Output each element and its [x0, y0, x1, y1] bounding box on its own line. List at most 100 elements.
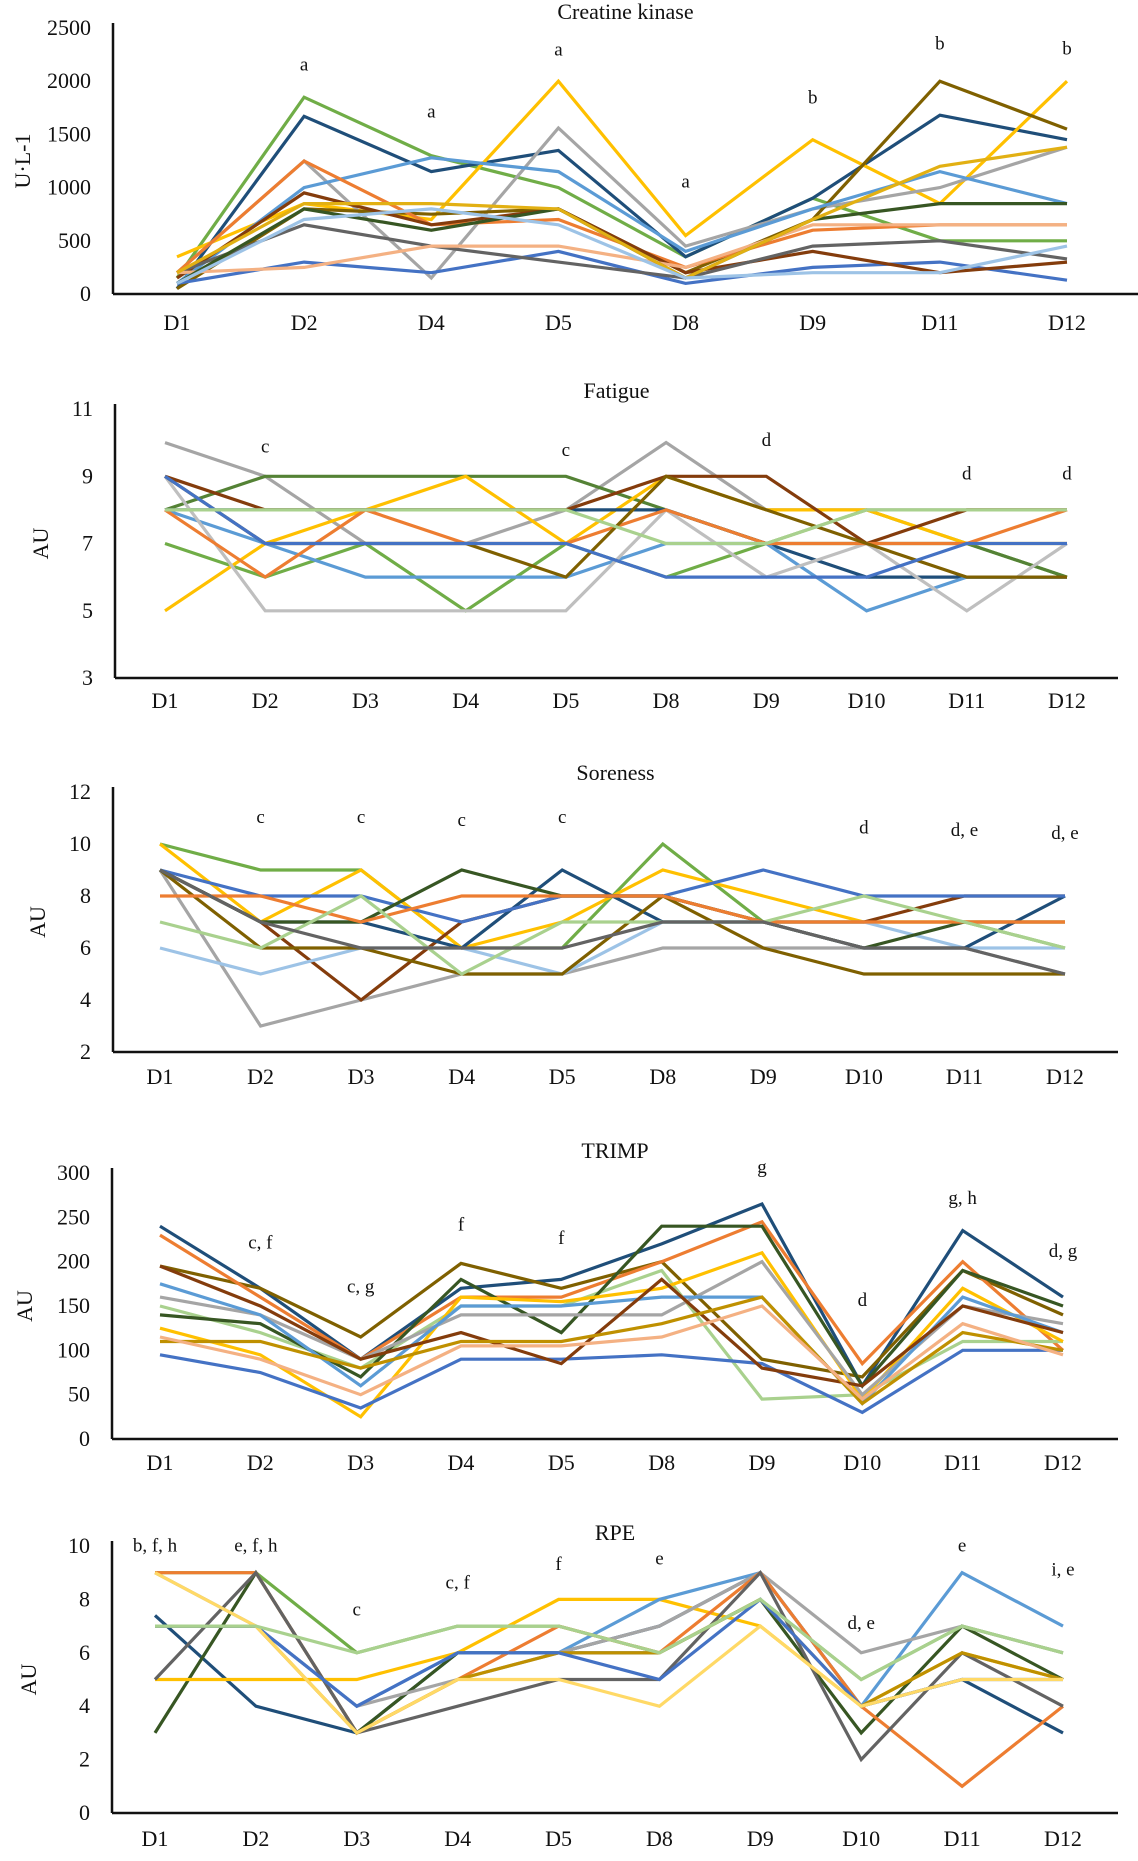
- series-line-9: [159, 1348, 1063, 1415]
- x-tick-label: D9: [749, 1450, 776, 1475]
- y-tick-label: 1000: [47, 175, 91, 200]
- x-tick-label: D4: [448, 1064, 475, 1089]
- significance-annotation: c, f: [446, 1573, 471, 1594]
- x-tick-label: D1: [147, 1450, 174, 1475]
- x-tick-label: D11: [921, 310, 958, 335]
- x-tick-label: D8: [672, 310, 699, 335]
- chart-panel-trimp: TRIMP AU 0 50 100 150 200 250 300 D1 D2 D3 D4 D5 D8 D9 D…: [12, 1138, 1118, 1475]
- x-tick-label: D3: [348, 1064, 375, 1089]
- y-tick-label: 200: [57, 1249, 90, 1274]
- significance-annotation: d, e: [1051, 823, 1078, 844]
- y-tick-label: 9: [82, 463, 93, 488]
- series-line-11: [176, 223, 1067, 275]
- x-tick-label: D1: [147, 1064, 174, 1089]
- y-tick-label: 2: [79, 1747, 90, 1772]
- chart-title: Fatigue: [584, 378, 650, 403]
- significance-annotation: d: [858, 1290, 868, 1311]
- significance-annotation: g, h: [948, 1188, 977, 1209]
- series-line-3: [176, 78, 1069, 259]
- significance-annotation: a: [427, 101, 436, 122]
- series-line-11: [154, 1571, 1063, 1735]
- y-tick-label: 12: [69, 779, 91, 804]
- x-tick-label: D9: [747, 1826, 774, 1851]
- significance-annotation: c: [261, 437, 269, 458]
- significance-annotation: d, e: [848, 1613, 875, 1634]
- chart-panel-soreness: Soreness AU 2 4 6 8 10 12 D1 D2 D3 D4 D5 D8 D9 D10 D11 D1…: [25, 760, 1118, 1089]
- y-tick-label: 10: [68, 1533, 90, 1558]
- y-tick-label: 6: [80, 935, 91, 960]
- y-axis-label: AU: [25, 906, 50, 938]
- x-tick-label: D5: [545, 1826, 572, 1851]
- x-tick-label: D12: [1048, 688, 1086, 713]
- significance-annotation: b: [1062, 39, 1072, 60]
- x-tick-label: D10: [842, 1826, 880, 1851]
- significance-annotation: c: [357, 807, 365, 828]
- x-tick-label: D10: [845, 1064, 883, 1089]
- y-axis-label: AU: [28, 528, 53, 560]
- significance-annotation: e, f, h: [234, 1535, 278, 1556]
- y-tick-label: 7: [82, 531, 93, 556]
- significance-annotation: e: [958, 1535, 966, 1556]
- series-line-10: [176, 223, 1068, 280]
- significance-annotation: g: [757, 1157, 767, 1178]
- series-line-2: [175, 113, 1068, 290]
- x-tick-label: D2: [247, 1450, 274, 1475]
- chart-title: TRIMP: [581, 1138, 648, 1163]
- series-line-10: [160, 894, 1065, 924]
- y-tick-label: 3: [82, 665, 93, 690]
- y-tick-label: 5: [82, 598, 93, 623]
- significance-annotation: i, e: [1051, 1559, 1074, 1580]
- x-tick-label: D1: [152, 688, 179, 713]
- x-tick-label: D5: [548, 1450, 575, 1475]
- chart-panel-rpe: RPE AU 0 2 4 6 8 10 D1 D2 D3 D4 D5 D8 D9 D10 D11 D12 b, f,…: [16, 1520, 1118, 1851]
- series-line-4: [175, 125, 1068, 281]
- series-line-12: [155, 1597, 1064, 1682]
- series-line-11: [159, 894, 1066, 976]
- y-tick-label: 10: [69, 831, 91, 856]
- x-tick-label: D9: [750, 1064, 777, 1089]
- significance-annotation: c: [457, 810, 465, 831]
- y-tick-label: 4: [79, 1693, 90, 1718]
- y-tick-label: 0: [79, 1800, 90, 1825]
- x-tick-label: D10: [848, 688, 886, 713]
- x-tick-label: D3: [347, 1450, 374, 1475]
- y-tick-label: 100: [57, 1337, 90, 1362]
- y-tick-label: 500: [58, 228, 91, 253]
- y-axis-label: AU: [16, 1664, 41, 1696]
- x-tick-label: D1: [142, 1826, 169, 1851]
- x-tick-label: D2: [247, 1064, 274, 1089]
- y-tick-label: 11: [72, 396, 93, 421]
- x-tick-label: D8: [653, 688, 680, 713]
- significance-annotation: d, g: [1049, 1241, 1078, 1262]
- significance-annotation: c: [558, 807, 566, 828]
- y-axis-label: AU: [12, 1290, 37, 1322]
- x-tick-label: D10: [843, 1450, 881, 1475]
- y-tick-label: 2000: [47, 68, 91, 93]
- x-tick-label: D3: [343, 1826, 370, 1851]
- series-line-10: [159, 1264, 1064, 1388]
- significance-annotation: c, g: [347, 1277, 375, 1298]
- y-tick-label: 6: [79, 1640, 90, 1665]
- series-line-1: [159, 1201, 1064, 1389]
- x-tick-label: D8: [648, 1450, 675, 1475]
- x-tick-label: D1: [164, 310, 191, 335]
- x-tick-label: D2: [252, 688, 279, 713]
- x-tick-label: D4: [452, 688, 479, 713]
- y-tick-label: 150: [57, 1293, 90, 1318]
- y-tick-label: 4: [80, 987, 91, 1012]
- significance-annotation: c: [562, 440, 570, 461]
- series-line-11: [160, 1295, 1064, 1406]
- series-line-12: [159, 868, 1066, 976]
- y-tick-label: 0: [79, 1426, 90, 1451]
- significance-annotation: d: [859, 818, 869, 839]
- y-tick-label: 300: [57, 1160, 90, 1185]
- x-tick-label: D4: [444, 1826, 471, 1851]
- significance-annotation: b: [935, 33, 945, 54]
- x-tick-label: D11: [944, 1826, 981, 1851]
- series-line-14: [176, 207, 1068, 285]
- x-tick-label: D5: [545, 310, 572, 335]
- series-line-1: [175, 95, 1067, 279]
- x-tick-label: D11: [948, 688, 985, 713]
- chart-title: RPE: [595, 1520, 635, 1545]
